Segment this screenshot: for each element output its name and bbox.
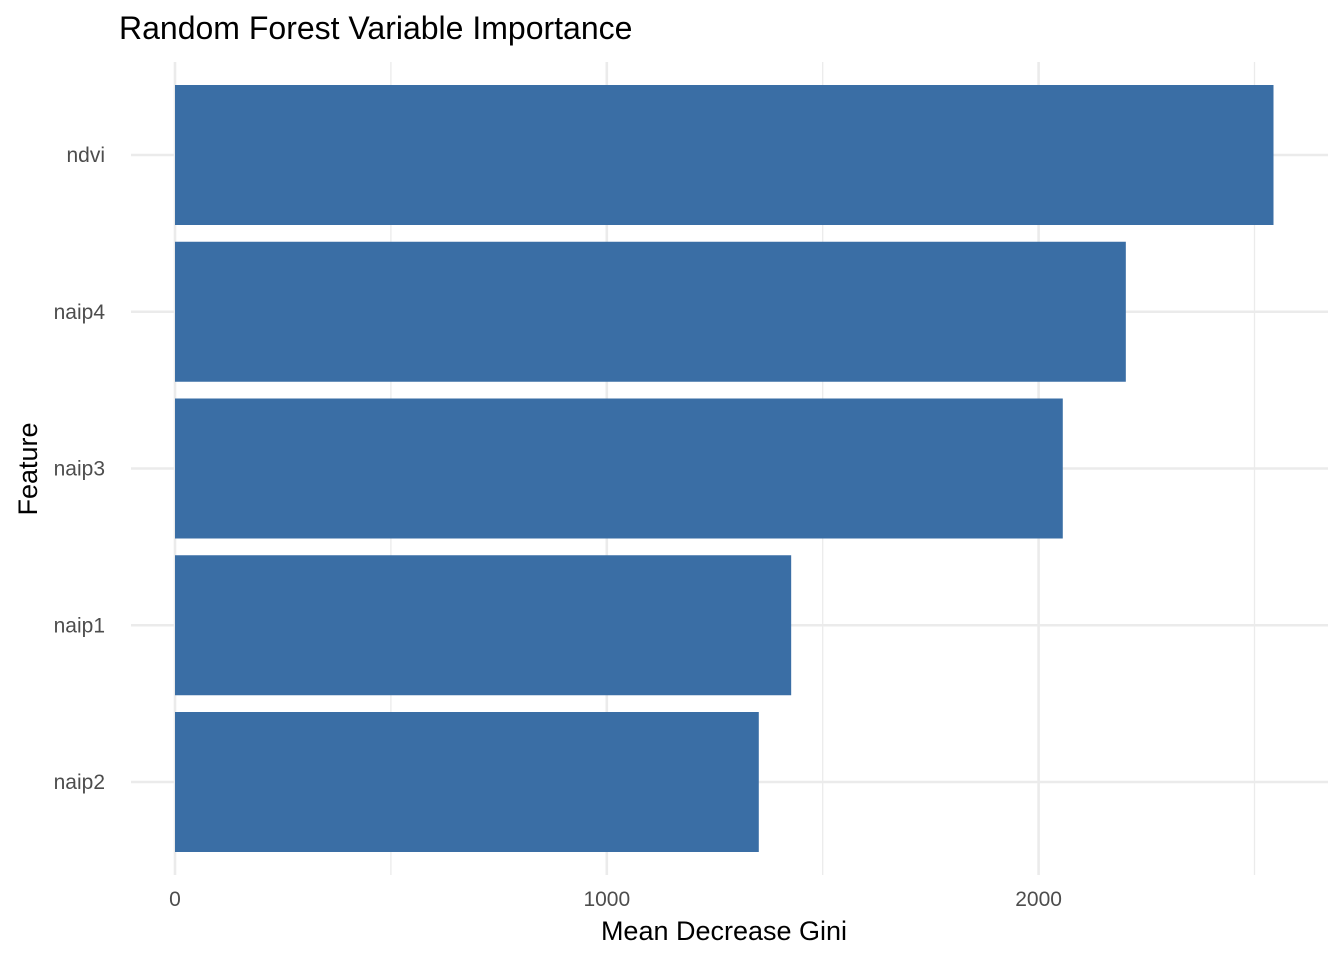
x-axis-title: Mean Decrease Gini (601, 916, 847, 946)
x-tick-label: 0 (169, 888, 181, 911)
y-axis-title: Feature (13, 422, 43, 515)
bar-naip1 (175, 555, 792, 696)
bar-ndvi (175, 85, 1274, 225)
y-tick-label: naip1 (54, 614, 105, 637)
y-tick-label: naip3 (54, 458, 105, 481)
bar-naip4 (175, 241, 1126, 382)
tick-labels: naip2 naip1 naip3 naip4 ndvi 0 1000 2000 (54, 144, 1062, 911)
x-tick-label: 1000 (583, 888, 630, 911)
x-tick-label: 2000 (1015, 888, 1062, 911)
bar-naip3 (175, 398, 1063, 539)
chart-title: Random Forest Variable Importance (119, 10, 632, 46)
y-tick-label: naip2 (54, 771, 105, 794)
bar-naip2 (175, 712, 759, 852)
y-tick-label: naip4 (54, 301, 106, 324)
y-tick-label: ndvi (66, 144, 105, 167)
bars (175, 85, 1274, 852)
